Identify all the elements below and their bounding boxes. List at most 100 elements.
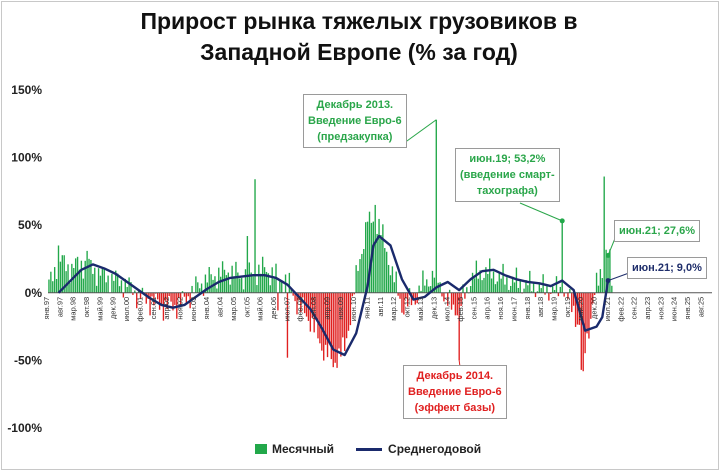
monthly-bar: [527, 285, 529, 293]
annotation-dec-2014: Декабрь 2014. Введение Евро-6 (эффект ба…: [403, 365, 507, 419]
monthly-bar: [389, 275, 392, 293]
monthly-bar: [395, 271, 397, 293]
monthly-bar: [141, 287, 144, 293]
x-tick-label: авг.25: [696, 297, 705, 317]
x-tick-label: июн.10: [349, 297, 358, 321]
monthly-bar: [239, 278, 241, 293]
monthly-bar: [443, 292, 445, 302]
monthly-bar: [382, 224, 384, 293]
monthly-bar: [149, 292, 151, 316]
monthly-bar: [363, 249, 365, 293]
x-tick-label: окт.98: [82, 297, 91, 318]
monthly-bar: [254, 179, 256, 293]
monthly-bar: [492, 271, 495, 293]
x-tick-label: янв.04: [202, 297, 211, 320]
monthly-bar: [466, 287, 468, 293]
monthly-bar: [99, 275, 102, 293]
monthly-bar: [448, 289, 451, 293]
monthly-bar: [361, 253, 363, 293]
monthly-bar: [65, 271, 67, 293]
monthly-bar: [531, 291, 533, 293]
monthly-bar: [464, 292, 466, 299]
x-tick-label: ноя.09: [336, 297, 345, 320]
monthly-bar: [174, 292, 176, 305]
legend-average-label: Среднегодовой: [388, 442, 482, 456]
monthly-bar: [483, 277, 485, 293]
monthly-bar: [216, 288, 218, 293]
monthly-bar: [321, 292, 323, 351]
monthly-bar: [107, 275, 109, 293]
x-tick-label: фев.08: [296, 297, 305, 322]
monthly-bar: [113, 280, 115, 293]
monthly-bar: [582, 292, 584, 372]
monthly-bar: [374, 204, 376, 293]
monthly-bar: [185, 292, 188, 303]
monthly-bar: [300, 292, 302, 313]
monthly-bar: [357, 270, 359, 293]
x-tick-label: янв.25: [683, 297, 692, 320]
monthly-bar: [172, 292, 174, 311]
monthly-bar: [487, 273, 489, 293]
y-tick-label: 100%: [11, 151, 42, 165]
x-tick-label: июн.03: [189, 297, 198, 321]
monthly-bar: [179, 292, 182, 306]
monthly-bar: [574, 292, 577, 327]
monthly-bar: [380, 235, 382, 293]
monthly-bar: [124, 278, 126, 293]
annotation-jun-2021-monthly-text: июн.21; 27,6%: [619, 225, 696, 237]
monthly-bar: [426, 279, 428, 293]
monthly-bar: [559, 286, 561, 293]
monthly-bar: [593, 292, 596, 295]
monthly-bar: [208, 267, 210, 293]
y-tick-label: -50%: [14, 353, 42, 367]
monthly-bar: [605, 249, 607, 293]
monthly-bar: [420, 290, 422, 293]
x-tick-label: май.06: [256, 297, 265, 321]
monthly-bar: [178, 292, 180, 298]
annotation-jun-2021-monthly: июн.21; 27,6%: [614, 220, 701, 242]
monthly-bar: [424, 285, 426, 293]
x-tick-label: июн.24: [670, 297, 679, 321]
monthly-bar: [340, 292, 342, 357]
x-tick-label: июл.14: [443, 297, 452, 321]
monthly-bar: [391, 266, 394, 293]
monthly-bar: [365, 222, 367, 293]
monthly-bar: [601, 278, 603, 293]
x-tick-label: янв.97: [42, 297, 51, 320]
monthly-bar: [580, 292, 582, 370]
monthly-bar: [534, 292, 537, 298]
monthly-bar: [517, 287, 520, 293]
annotation-dec-2013-line-2: Введение Евро-6: [308, 115, 402, 127]
x-tick-label: авг.11: [376, 297, 385, 317]
annotation-jun-2019: июн.19; 53,2% (введение смарт- тахографа…: [455, 148, 560, 202]
monthly-bar: [435, 119, 437, 293]
x-tick-label: авг.04: [216, 297, 225, 317]
monthly-bar: [80, 260, 83, 293]
monthly-bar: [475, 260, 478, 293]
monthly-bar: [73, 268, 75, 293]
annotation-jun-2021-average-text: июн.21; 9,0%: [632, 262, 702, 274]
monthly-bar: [403, 292, 405, 315]
monthly-bar: [345, 292, 348, 339]
monthly-bar: [187, 292, 189, 297]
monthly-bar: [494, 284, 497, 293]
monthly-bar: [197, 282, 199, 293]
x-tick-label: авг.97: [55, 297, 64, 317]
x-tick-label: окт.12: [403, 297, 412, 318]
monthly-bar: [59, 261, 62, 293]
monthly-bar: [567, 292, 569, 300]
monthly-bar: [115, 270, 117, 293]
annotation-dec-2013-line-1: Декабрь 2013.: [316, 99, 394, 111]
monthly-bar: [292, 292, 294, 296]
monthly-bar: [502, 263, 504, 293]
monthly-bar: [199, 288, 201, 293]
monthly-bar: [183, 292, 186, 297]
monthly-bar: [61, 255, 63, 293]
monthly-bar: [332, 292, 334, 368]
monthly-bar: [508, 289, 510, 293]
monthly-bar: [584, 292, 586, 354]
monthly-bar: [244, 269, 247, 293]
monthly-bar: [347, 292, 350, 331]
monthly-bar: [519, 280, 521, 293]
